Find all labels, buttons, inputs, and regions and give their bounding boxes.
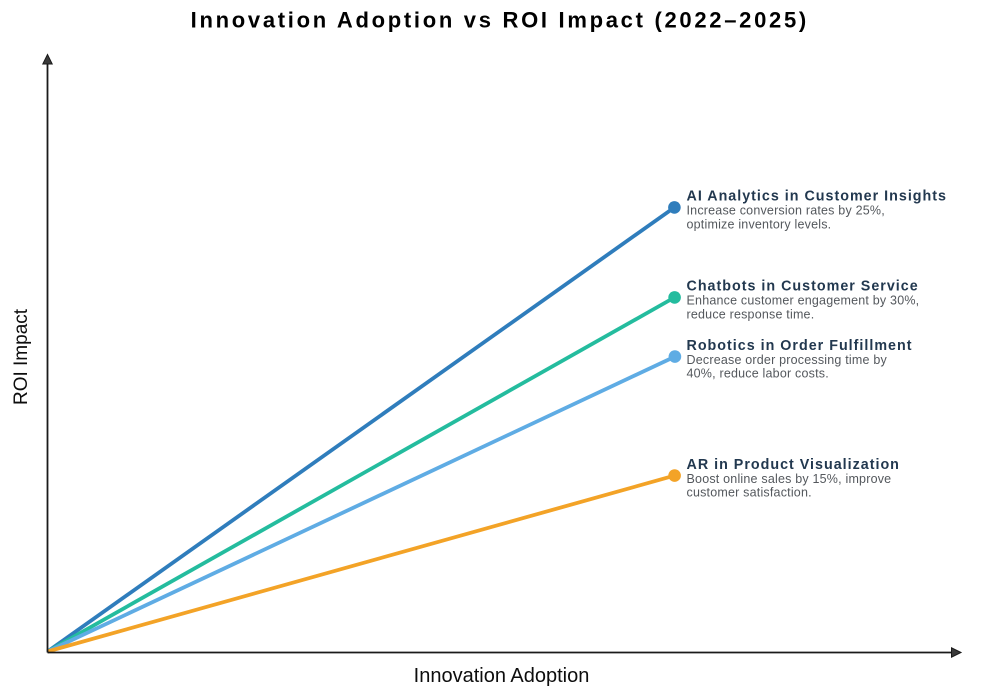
svg-text:40%, reduce labor costs.: 40%, reduce labor costs. — [687, 367, 829, 381]
svg-text:Enhance customer engagement by: Enhance customer engagement by 30%, — [687, 294, 920, 308]
svg-text:ROI Impact: ROI Impact — [11, 308, 32, 405]
svg-text:Innovation Adoption vs ROI Imp: Innovation Adoption vs ROI Impact (2022–… — [191, 8, 809, 33]
svg-text:Innovation Adoption: Innovation Adoption — [414, 665, 590, 687]
svg-text:Boost online sales by 15%, imp: Boost online sales by 15%, improve — [687, 472, 892, 486]
svg-text:Robotics in Order Fulfillment: Robotics in Order Fulfillment — [687, 338, 913, 354]
svg-text:reduce response time.: reduce response time. — [687, 308, 815, 322]
svg-text:customer satisfaction.: customer satisfaction. — [687, 486, 812, 500]
svg-text:Chatbots in Customer Service: Chatbots in Customer Service — [687, 279, 919, 295]
svg-text:Decrease order processing time: Decrease order processing time by — [687, 353, 888, 367]
svg-text:optimize inventory levels.: optimize inventory levels. — [687, 218, 832, 232]
svg-text:AI Analytics in Customer Insig: AI Analytics in Customer Insights — [687, 189, 947, 205]
svg-text:Increase conversion rates by 2: Increase conversion rates by 25%, — [687, 204, 885, 218]
svg-text:AR in Product Visualization: AR in Product Visualization — [687, 457, 900, 473]
